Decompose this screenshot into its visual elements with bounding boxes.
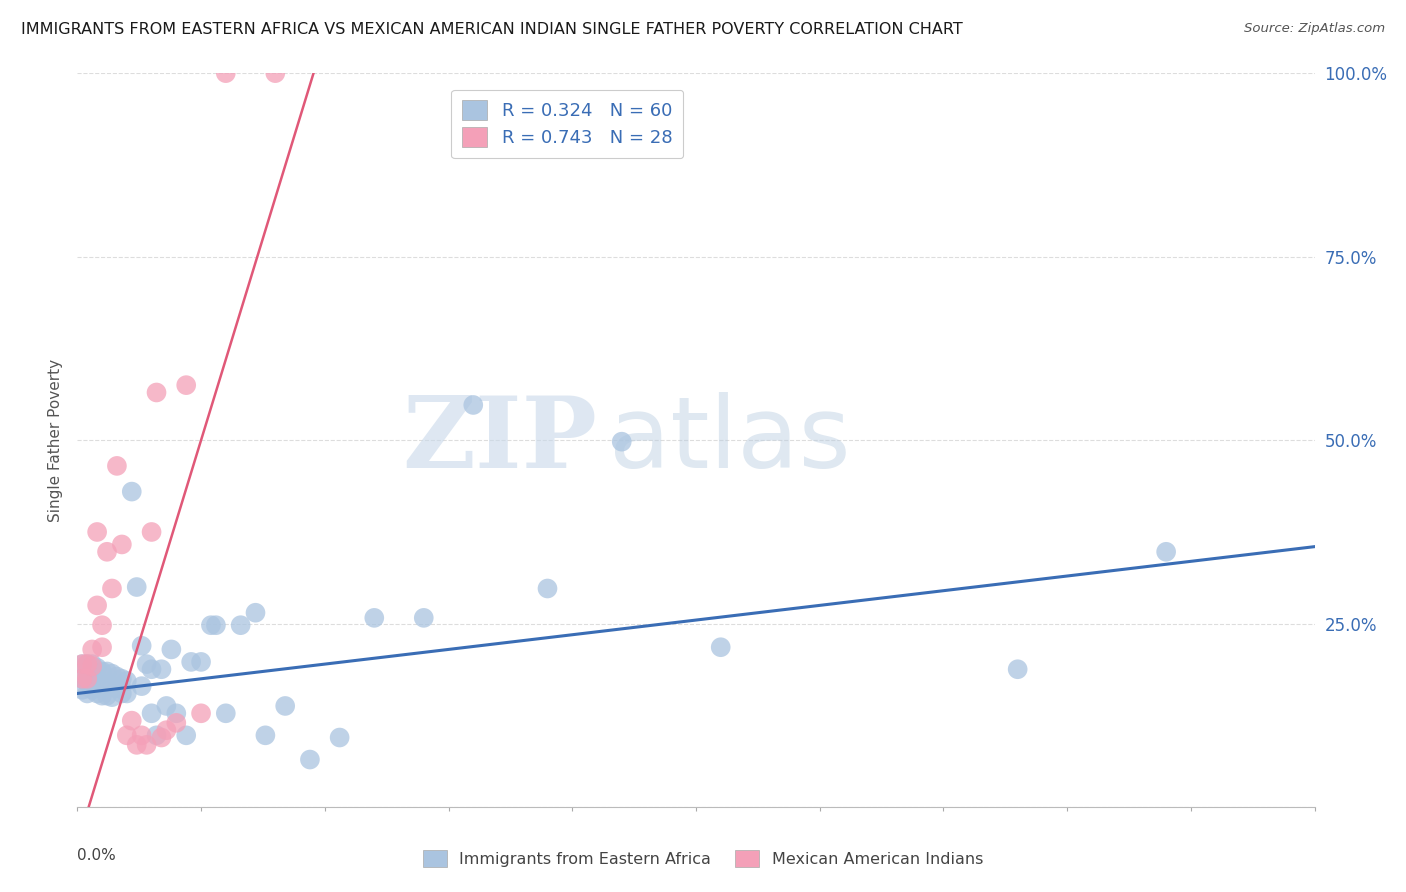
Point bbox=[76, 686, 98, 700]
Point bbox=[96, 689, 118, 703]
Point bbox=[131, 679, 153, 693]
Point bbox=[86, 524, 108, 539]
Point bbox=[72, 672, 94, 686]
Point bbox=[111, 537, 134, 551]
Point bbox=[86, 599, 108, 613]
Legend: Immigrants from Eastern Africa, Mexican American Indians: Immigrants from Eastern Africa, Mexican … bbox=[416, 843, 990, 873]
Point bbox=[160, 642, 183, 657]
Point bbox=[190, 655, 212, 669]
Point bbox=[155, 723, 177, 738]
Point bbox=[131, 728, 153, 742]
Point bbox=[205, 618, 228, 632]
Point bbox=[76, 657, 98, 672]
Point bbox=[1154, 545, 1177, 559]
Point bbox=[710, 640, 733, 655]
Point bbox=[96, 665, 118, 679]
Point bbox=[72, 672, 94, 686]
Point bbox=[111, 686, 134, 700]
Point bbox=[131, 639, 153, 653]
Point bbox=[82, 657, 104, 672]
Point bbox=[96, 545, 118, 559]
Point bbox=[1007, 662, 1029, 676]
Point bbox=[76, 657, 98, 672]
Point bbox=[91, 675, 114, 690]
Text: ZIP: ZIP bbox=[402, 392, 598, 489]
Point bbox=[86, 661, 108, 675]
Text: 0.0%: 0.0% bbox=[77, 847, 117, 863]
Text: Source: ZipAtlas.com: Source: ZipAtlas.com bbox=[1244, 22, 1385, 36]
Point bbox=[150, 662, 173, 676]
Point bbox=[150, 731, 173, 745]
Point bbox=[215, 66, 238, 80]
Point bbox=[91, 689, 114, 703]
Point bbox=[145, 385, 167, 400]
Point bbox=[329, 731, 352, 745]
Point bbox=[125, 738, 148, 752]
Point bbox=[536, 582, 558, 596]
Point bbox=[101, 679, 124, 693]
Text: IMMIGRANTS FROM EASTERN AFRICA VS MEXICAN AMERICAN INDIAN SINGLE FATHER POVERTY : IMMIGRANTS FROM EASTERN AFRICA VS MEXICA… bbox=[21, 22, 963, 37]
Point bbox=[135, 738, 157, 752]
Point bbox=[121, 484, 143, 499]
Point bbox=[115, 728, 138, 742]
Point bbox=[76, 665, 98, 679]
Point bbox=[141, 706, 163, 721]
Point bbox=[105, 458, 128, 473]
Point bbox=[76, 672, 98, 686]
Point bbox=[101, 666, 124, 681]
Text: atlas: atlas bbox=[609, 392, 851, 489]
Point bbox=[264, 66, 287, 80]
Point bbox=[180, 655, 202, 669]
Point bbox=[254, 728, 277, 742]
Point bbox=[82, 642, 104, 657]
Point bbox=[190, 706, 212, 721]
Point bbox=[86, 686, 108, 700]
Point bbox=[135, 657, 157, 672]
Point bbox=[463, 398, 485, 412]
Point bbox=[101, 582, 124, 596]
Point bbox=[165, 715, 187, 730]
Point bbox=[105, 670, 128, 684]
Point bbox=[86, 672, 108, 686]
Point bbox=[229, 618, 252, 632]
Point bbox=[125, 580, 148, 594]
Point bbox=[115, 673, 138, 688]
Point bbox=[111, 672, 134, 686]
Point bbox=[165, 706, 187, 721]
Y-axis label: Single Father Poverty: Single Father Poverty bbox=[48, 359, 63, 522]
Point bbox=[141, 662, 163, 676]
Point bbox=[412, 611, 434, 625]
Point bbox=[91, 640, 114, 655]
Point bbox=[96, 677, 118, 691]
Point bbox=[82, 659, 104, 673]
Point bbox=[215, 706, 238, 721]
Point bbox=[155, 698, 177, 713]
Point bbox=[101, 690, 124, 705]
Point bbox=[145, 728, 167, 742]
Point bbox=[245, 606, 267, 620]
Point bbox=[121, 714, 143, 728]
Point bbox=[274, 698, 297, 713]
Point bbox=[82, 682, 104, 697]
Point bbox=[72, 657, 94, 672]
Point bbox=[91, 665, 114, 679]
Point bbox=[105, 681, 128, 696]
Legend: R = 0.324   N = 60, R = 0.743   N = 28: R = 0.324 N = 60, R = 0.743 N = 28 bbox=[451, 89, 683, 158]
Point bbox=[200, 618, 222, 632]
Point bbox=[298, 753, 321, 767]
Point bbox=[91, 618, 114, 632]
Point bbox=[363, 611, 385, 625]
Point bbox=[72, 682, 94, 697]
Point bbox=[115, 686, 138, 700]
Point bbox=[174, 728, 197, 742]
Point bbox=[72, 657, 94, 672]
Point bbox=[174, 378, 197, 392]
Point bbox=[610, 434, 633, 449]
Point bbox=[141, 524, 163, 539]
Point bbox=[76, 675, 98, 690]
Point bbox=[82, 672, 104, 686]
